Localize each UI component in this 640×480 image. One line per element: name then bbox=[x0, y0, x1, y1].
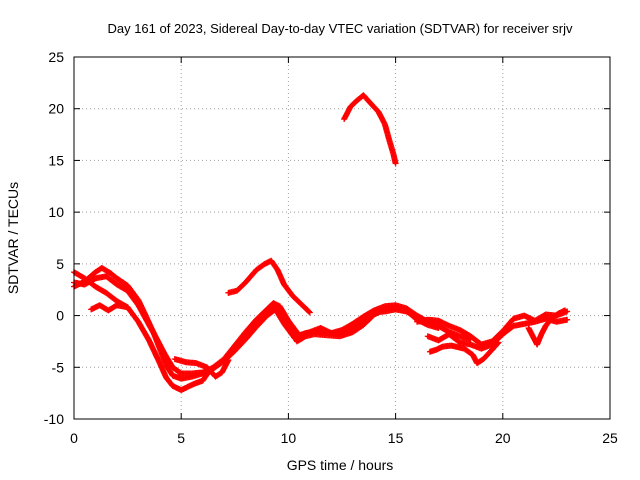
series-track-4 bbox=[88, 302, 131, 314]
series-track-10 bbox=[426, 339, 502, 367]
y-tick-label: 0 bbox=[56, 308, 64, 324]
y-tick-label: 15 bbox=[48, 152, 64, 168]
y-tick-label: 20 bbox=[48, 101, 64, 117]
data-point bbox=[305, 308, 312, 315]
series-track-2 bbox=[71, 264, 474, 382]
data-point bbox=[306, 309, 313, 316]
grid bbox=[74, 57, 610, 419]
x-tick-label: 0 bbox=[70, 430, 78, 446]
series-track-5 bbox=[171, 356, 232, 380]
plot-frame bbox=[73, 56, 611, 420]
y-ticks: -10 -5 0 5 10 15 20 25 bbox=[44, 49, 610, 427]
y-tick-label: 25 bbox=[48, 49, 64, 65]
data-point bbox=[564, 316, 571, 323]
data-point bbox=[225, 357, 232, 364]
x-ticks: 0 5 10 15 20 25 bbox=[70, 57, 618, 446]
data-point bbox=[124, 304, 131, 311]
x-tick-label: 25 bbox=[602, 430, 618, 446]
series-track-11 bbox=[525, 307, 568, 348]
data-point bbox=[494, 340, 501, 347]
series-track-9 bbox=[424, 315, 571, 352]
data-points bbox=[71, 92, 571, 394]
data-point bbox=[561, 307, 568, 314]
y-axis-label: SDTVAR / TECUs bbox=[5, 182, 21, 294]
series-track-6 bbox=[225, 257, 313, 316]
series-track-7 bbox=[341, 92, 399, 167]
chart-title: Day 161 of 2023, Sidereal Day-to-day VTE… bbox=[107, 21, 573, 36]
y-tick-label: 5 bbox=[56, 256, 64, 272]
data-point bbox=[495, 339, 502, 346]
x-axis-label: GPS time / hours bbox=[287, 457, 394, 473]
y-tick-label: 10 bbox=[48, 204, 64, 220]
y-tick-label: -10 bbox=[44, 411, 64, 427]
y-tick-label: -5 bbox=[52, 359, 65, 375]
x-tick-label: 15 bbox=[388, 430, 404, 446]
x-tick-label: 10 bbox=[281, 430, 297, 446]
x-tick-label: 20 bbox=[495, 430, 511, 446]
data-point bbox=[392, 160, 399, 167]
x-tick-label: 5 bbox=[177, 430, 185, 446]
